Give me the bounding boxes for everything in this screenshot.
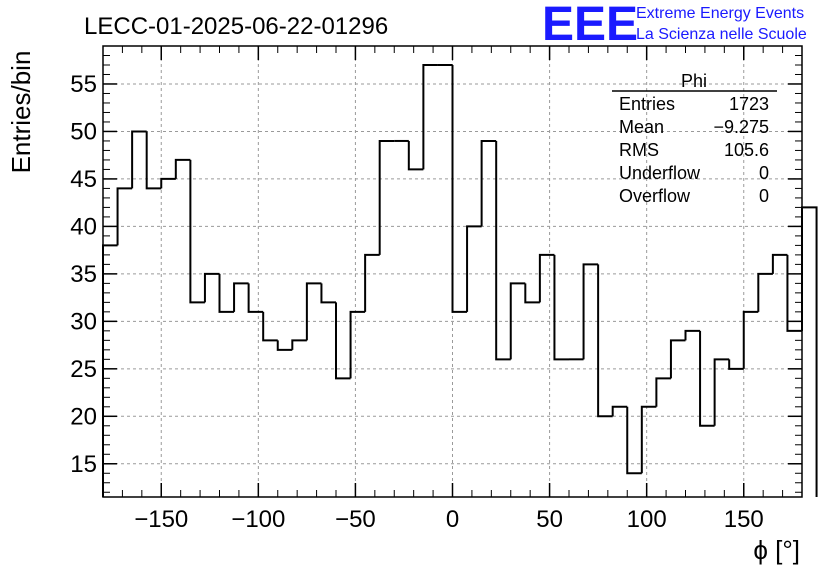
x-tick-label: −150 [134, 506, 188, 533]
brand-line-1: Extreme Energy Events [636, 5, 804, 22]
histogram-bin [218, 273, 235, 313]
histogram-bin [771, 253, 788, 274]
histogram-bin [291, 339, 307, 350]
histogram-bin [713, 358, 730, 426]
histogram-bin [669, 339, 686, 379]
histogram-bin [262, 311, 278, 342]
histogram-bin [160, 177, 176, 189]
histogram-bin [582, 263, 599, 360]
histogram-bin [203, 272, 220, 303]
histogram-bin [335, 302, 351, 380]
histogram-bin [451, 64, 468, 313]
x-tick-label: 150 [724, 506, 764, 533]
y-tick-label: 30 [70, 308, 97, 335]
y-tick-label: 55 [70, 71, 97, 98]
x-tick-label: 50 [536, 506, 563, 533]
stats-mean-value: −9.275 [713, 117, 769, 137]
histogram-bin [189, 159, 205, 304]
histogram-bin [801, 206, 818, 497]
histogram-bin [699, 330, 715, 427]
y-tick-label: 25 [70, 356, 97, 383]
histogram-bin [247, 283, 264, 313]
histogram-bin [174, 158, 191, 179]
eee-logo: EEE [542, 0, 638, 51]
histogram-bin [684, 329, 701, 341]
x-tick-label: −50 [335, 506, 376, 533]
stats-overflow-value: 0 [759, 186, 769, 206]
stats-entries-value: 1723 [729, 94, 769, 114]
stats-rms-label: RMS [619, 140, 659, 160]
histogram-bin [131, 130, 147, 189]
histogram-bin [233, 282, 249, 312]
stats-underflow-label: Underflow [619, 163, 701, 183]
histogram-series [102, 63, 818, 497]
histogram-bin [364, 253, 380, 312]
histogram-bin [597, 264, 613, 418]
histogram-bin [407, 140, 424, 171]
stats-title: Phi [681, 71, 707, 91]
stats-box: Phi Entries 1723 Mean −9.275 RMS 105.6 U… [612, 71, 777, 206]
histogram-bin [422, 63, 438, 170]
stats-rms-value: 105.6 [724, 140, 769, 160]
y-axis-label: Entries/bin [6, 51, 36, 174]
histogram-bin [480, 139, 497, 227]
histogram-bin [495, 140, 511, 361]
chart-title: LECC-01-2025-06-22-01296 [84, 13, 388, 40]
histogram-bin [305, 282, 322, 341]
histogram-bin [728, 359, 744, 370]
y-tick-label: 50 [70, 118, 97, 145]
histogram-bin [320, 283, 336, 304]
histogram-bin [757, 272, 773, 312]
histogram-bin [349, 310, 366, 379]
y-tick-label: 15 [70, 451, 97, 478]
histogram-bin [466, 225, 482, 312]
y-tick-label: 35 [70, 261, 97, 288]
x-tick-label: 100 [627, 506, 667, 533]
x-tick-label: −100 [231, 506, 285, 533]
stats-mean-label: Mean [619, 117, 664, 137]
y-tick-label: 40 [70, 213, 97, 240]
histogram-bin [640, 405, 657, 474]
tick-labels: −150 −100 −50 0 50 100 150 15 20 25 30 35 40 45 50 55 [70, 71, 763, 533]
y-tick-label: 45 [70, 166, 97, 193]
histogram-bin [509, 282, 526, 360]
x-tick-label: 0 [446, 506, 459, 533]
stats-entries-label: Entries [619, 94, 675, 114]
histogram-bin [626, 406, 642, 475]
histogram-bin [655, 377, 671, 407]
x-axis-label: ϕ [°] [753, 535, 800, 565]
stats-underflow-value: 0 [759, 163, 769, 183]
histogram-bin [538, 253, 555, 303]
histogram-bin [276, 340, 293, 351]
histogram-bin [524, 283, 540, 304]
y-tick-label: 20 [70, 403, 97, 430]
plot-frame [102, 45, 803, 498]
histogram-bin [145, 131, 162, 190]
stats-overflow-label: Overflow [619, 186, 691, 206]
histogram-bin [378, 139, 395, 255]
brand-line-2: La Scienza nelle Scuole [636, 26, 807, 43]
histogram-bin [553, 254, 569, 361]
axis-ticks [102, 46, 803, 497]
histogram-bin [742, 310, 759, 369]
histogram-bin [611, 405, 628, 417]
histogram-bin [116, 187, 133, 246]
